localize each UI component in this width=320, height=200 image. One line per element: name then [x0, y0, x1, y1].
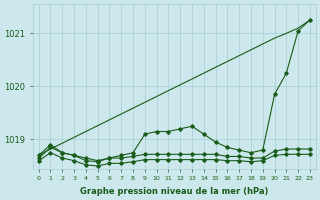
- X-axis label: Graphe pression niveau de la mer (hPa): Graphe pression niveau de la mer (hPa): [80, 187, 268, 196]
